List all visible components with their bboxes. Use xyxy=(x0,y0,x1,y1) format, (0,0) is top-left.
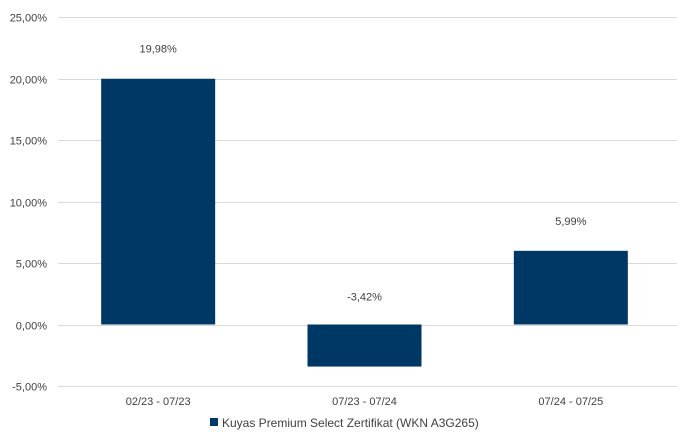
data-label: -3,42% xyxy=(347,292,382,304)
data-label: 5,99% xyxy=(555,216,586,228)
bars xyxy=(101,78,628,367)
y-axis-ticks: -5,00% 0,00% 5,00% 10,00% 15,00% 20,00% 25,00% xyxy=(10,13,48,394)
y-tick-label: -5,00% xyxy=(12,382,47,394)
bar xyxy=(513,250,628,325)
legend-swatch xyxy=(210,418,218,426)
y-tick-label: 20,00% xyxy=(10,75,48,87)
y-tick-label: 15,00% xyxy=(10,136,48,148)
x-tick-label: 02/23 - 07/23 xyxy=(126,396,191,408)
bar xyxy=(101,78,216,325)
x-tick-label: 07/24 - 07/25 xyxy=(538,396,603,408)
legend-label: Kuyas Premium Select Zertifikat (WKN A3G… xyxy=(222,416,479,430)
y-tick-label: 0,00% xyxy=(16,321,47,333)
data-labels: 19,98% -3,42% 5,99% xyxy=(140,44,587,304)
bar xyxy=(307,324,422,367)
y-tick-label: 5,00% xyxy=(16,259,47,271)
y-tick-label: 10,00% xyxy=(10,198,48,210)
legend: Kuyas Premium Select Zertifikat (WKN A3G… xyxy=(210,416,479,430)
x-tick-label: 07/23 - 07/24 xyxy=(332,396,397,408)
y-tick-label: 25,00% xyxy=(10,13,48,25)
x-axis-ticks: 02/23 - 07/23 07/23 - 07/24 07/24 - 07/25 xyxy=(126,396,604,408)
data-label: 19,98% xyxy=(140,44,178,56)
